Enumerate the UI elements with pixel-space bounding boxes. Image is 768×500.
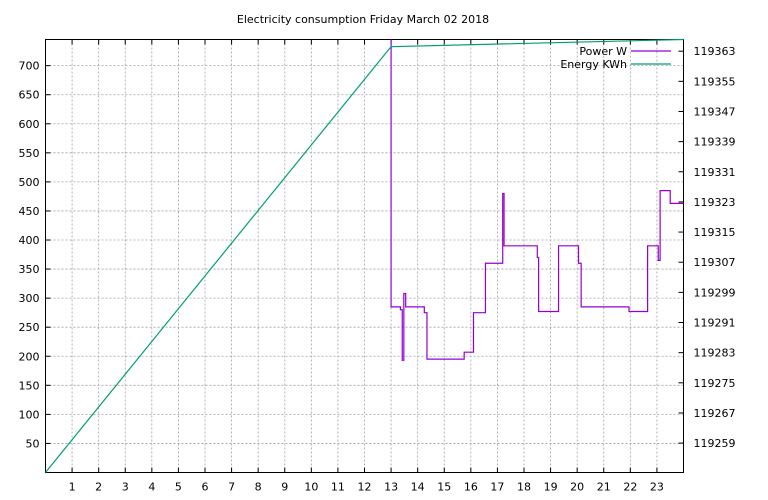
y2-tick-label: 119315	[694, 226, 736, 239]
x-tick-label: 12	[358, 481, 372, 494]
legend: Power W Energy KWh	[560, 45, 671, 71]
x-tick-label: 16	[464, 481, 478, 494]
legend-label-energy: Energy KWh	[560, 58, 627, 71]
x-tick-label: 9	[281, 481, 288, 494]
x-tick-label: 15	[437, 481, 451, 494]
x-axis-labels: 1 2 3 4 5 6 7 8 9 10 11 12 13 14 15 16 17 18 19 20 21 22 23	[69, 481, 664, 494]
y2-tick-label: 119331	[694, 166, 736, 179]
legend-label-power: Power W	[579, 45, 627, 58]
x-tick-label: 8	[255, 481, 262, 494]
y2-tick-label: 119339	[694, 136, 736, 149]
y2-tick-label: 119363	[694, 45, 736, 58]
y-axis-labels: 50 100 150 200 250 300 350 400 450 500 550 600 650 70…	[19, 60, 40, 451]
x-tick-label: 11	[331, 481, 345, 494]
x-tick-label: 21	[597, 481, 611, 494]
y-tick-label: 400	[19, 234, 40, 247]
y2-axis-labels: 119259 119267 119275 119283 119291 119299 1193…	[694, 45, 736, 450]
y2-tick-label: 119299	[694, 286, 736, 299]
y2-tick-label: 119267	[694, 407, 736, 420]
y-tick-label: 700	[19, 60, 40, 73]
y-tick-label: 250	[19, 321, 40, 334]
y-tick-label: 600	[19, 118, 40, 131]
y2-tick-label: 119347	[694, 105, 736, 118]
grid	[45, 39, 684, 473]
y-tick-label: 450	[19, 205, 40, 218]
x-tick-label: 19	[544, 481, 558, 494]
y-tick-label: 550	[19, 147, 40, 160]
series-group	[45, 38, 684, 473]
y2-tick-label: 119259	[694, 437, 736, 450]
y2-tick-label: 119355	[694, 75, 736, 88]
x-tick-label: 7	[228, 481, 235, 494]
x-tick-label: 22	[623, 481, 637, 494]
x-tick-label: 17	[490, 481, 504, 494]
x-tick-label: 23	[650, 481, 664, 494]
x-tick-label: 1	[69, 481, 76, 494]
series-line-power	[390, 39, 684, 361]
x-tick-label: 10	[304, 481, 318, 494]
y-tick-label: 100	[19, 408, 40, 421]
y-tick-label: 150	[19, 379, 40, 392]
y-tick-label: 200	[19, 350, 40, 363]
x-tick-label: 18	[517, 481, 531, 494]
series-line-energy	[45, 38, 684, 473]
x-tick-label: 5	[175, 481, 182, 494]
y2-tick-label: 119323	[694, 196, 736, 209]
x-tick-label: 3	[122, 481, 129, 494]
y2-tick-label: 119283	[694, 347, 736, 360]
x-tick-label: 6	[202, 481, 209, 494]
x-tick-label: 2	[95, 481, 102, 494]
chart-title: Electricity consumption Friday March 02 …	[237, 13, 489, 26]
y-tick-label: 500	[19, 176, 40, 189]
x-tick-label: 4	[148, 481, 155, 494]
y2-tick-label: 119291	[694, 317, 736, 330]
y2-tick-label: 119307	[694, 256, 736, 269]
y-tick-label: 350	[19, 263, 40, 276]
y2-tick-label: 119275	[694, 377, 736, 390]
y-tick-label: 50	[26, 437, 40, 450]
y-tick-label: 650	[19, 89, 40, 102]
x-tick-label: 13	[384, 481, 398, 494]
y-tick-label: 300	[19, 292, 40, 305]
x-tick-label: 14	[411, 481, 425, 494]
x-tick-label: 20	[570, 481, 584, 494]
